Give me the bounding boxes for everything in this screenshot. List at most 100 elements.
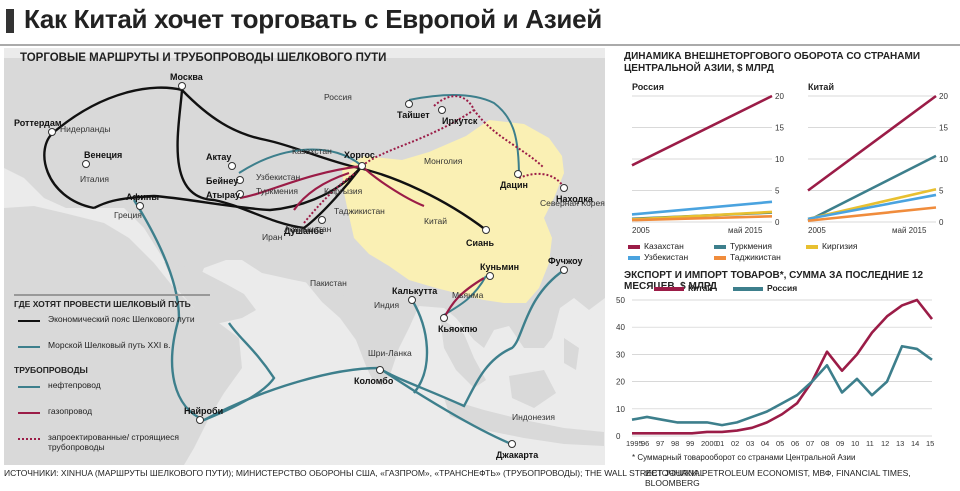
x-tick-label: 1995 [626,439,643,448]
y-tick-label: 50 [616,296,625,305]
y-tick-label: 0 [775,218,780,227]
city-label: Кьяокпю [438,324,478,334]
city-marker [236,190,244,198]
series-line [631,215,773,222]
india-land [304,280,409,383]
series-line [631,94,773,167]
legend-oil: нефтепровод [14,379,210,405]
x-tick-label: 12 [881,439,889,448]
city-label: Актау [206,152,231,162]
city-label: Москва [170,72,204,82]
trade-legend-tm-label: Туркмения [730,241,772,251]
city-label: Калькутта [392,286,438,296]
legend-sea-label: Морской Шелковый путь XXI в. [48,340,171,350]
city-marker [560,266,568,274]
country-label: Италия [80,174,109,184]
series-line [807,154,937,222]
x-tick-label: 98 [671,439,679,448]
export-title: ЭКСПОРТ И ИМПОРТ ТОВАРОВ*, СУММА ЗА ПОСЛ… [624,270,924,292]
swatch-tm [714,244,726,249]
country-label: Пакистан [310,278,347,288]
city-label: Дацин [500,180,528,190]
city-marker [486,272,494,280]
x-tick-label: 06 [791,439,799,448]
japan-land [586,218,605,278]
city-marker [48,128,56,136]
city-marker [440,314,448,322]
legend-gas: газопровод [14,405,210,431]
legend-belt-swatch [18,320,40,322]
city-marker [236,176,244,184]
sea-route-nairobi [203,322,276,422]
belt-route-north [43,86,487,231]
x-tick-label: 96 [641,439,649,448]
map-legend: ГДЕ ХОТЯТ ПРОВЕСТИ ШЕЛКОВЫЙ ПУТЬ Экономи… [14,294,210,457]
sea-route-kolkata [410,299,429,394]
country-label: Индонезия [512,412,555,422]
legend-sea-swatch [18,346,40,348]
legend-sea: Морской Шелковый путь XXI в. [14,339,210,365]
planned-pipeline-siberia [433,95,545,169]
map-title: ТОРГОВЫЕ МАРШРУТЫ И ТРУБОПРОВОДЫ ШЕЛКОВО… [20,52,387,64]
x-tick-label: 15 [926,439,934,448]
y-tick-label: 40 [616,323,625,332]
city-marker [376,366,384,374]
swatch-kz [628,244,640,249]
city-labels: Москва Роттердам Венеция Афины Актау Бейнеу Ат… [14,72,594,460]
city-label: Фучжоу [548,256,582,266]
city-label: Бейнеу [206,176,238,186]
city-label: Хоргос [344,150,375,160]
silk-road-map: Москва Роттердам Венеция Афины Актау Бейнеу Ат… [4,58,605,465]
x-tick-label: 2005 [808,226,826,235]
series-line [631,200,773,216]
city-markers [48,82,568,448]
legend-oil-label: нефтепровод [48,380,101,390]
swatch-uz [628,255,640,260]
city-marker [228,162,236,170]
x-tick-label: 04 [761,439,769,448]
swatch-kg [806,244,818,249]
belt-route-south [93,165,363,212]
x-tick-label: 14 [911,439,919,448]
y-tick-label: 30 [616,350,625,359]
borneo-land [509,370,556,408]
country-label: Индия [374,300,400,310]
swatch-tj [714,255,726,260]
swatch-china [654,286,684,291]
y-tick-label: 5 [775,187,780,196]
country-label: Казахстан [292,146,332,156]
export-legend-russia: Россия [733,283,797,293]
city-label: Душанбе [284,226,324,236]
y-tick-label: 10 [616,405,625,414]
country-label: Шри-Ланка [368,348,412,358]
series-line [631,344,933,427]
country-label: Северная Корея [540,198,605,208]
x-tick-label: 97 [656,439,664,448]
city-marker [196,416,204,424]
city-label: Джакарта [496,450,539,460]
city-marker [408,296,416,304]
city-marker [82,160,90,168]
city-marker [178,82,186,90]
x-tick-label: 05 [776,439,784,448]
planned-pipeline-kg [303,172,357,224]
source-left: ИСТОЧНИКИ: XINHUA (МАРШРУТЫ ШЕЛКОВОГО ПУ… [4,468,705,478]
y-tick-label: 20 [939,92,948,101]
city-marker [136,202,144,210]
x-tick-label: 10 [851,439,859,448]
x-tick-label: май 2015 [892,226,927,235]
series-line [807,193,937,221]
city-label: Тайшет [397,110,430,120]
china-region [342,120,564,303]
series-line [807,94,937,192]
city-label: Иркутск [442,116,478,126]
country-label: Афганистан [284,224,332,234]
trade-title: ДИНАМИКА ВНЕШНЕТОРГОВОГО ОБОРОТА СО СТРА… [624,51,921,74]
country-label: Греция [114,210,142,220]
x-tick-label: 08 [821,439,829,448]
city-marker [318,216,326,224]
x-tick-label: 09 [836,439,844,448]
x-tick-label: 07 [806,439,814,448]
legend-planned: запроектированные/ строящиеся трубопрово… [14,431,210,457]
y-tick-label: 15 [775,124,784,133]
